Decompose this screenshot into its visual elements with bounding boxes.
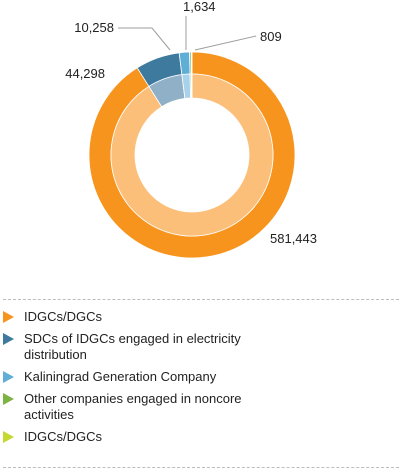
legend-triangle-icon (3, 371, 14, 383)
legend-item: SDCs of IDGCs engaged in electricity dis… (3, 331, 399, 363)
leader-line-4 (194, 35, 257, 51)
legend-item: IDGCs/DGCs (3, 309, 399, 325)
leader-line-2 (118, 27, 171, 51)
legend-top-divider (3, 299, 399, 300)
data-label-4: 809 (260, 29, 282, 44)
data-label-3: 1,634 (183, 0, 216, 14)
legend-triangle-icon (3, 431, 14, 443)
legend-label: IDGCs/DGCs (24, 429, 102, 444)
chart-legend: IDGCs/DGCs SDCs of IDGCs engaged in elect… (3, 309, 399, 451)
legend-item: Kaliningrad Generation Company (3, 369, 399, 385)
legend-item: IDGCs/DGCs (3, 429, 399, 445)
legend-label: Kaliningrad Generation Company (24, 369, 217, 384)
slice-inner-0 (110, 73, 274, 237)
legend-label: Other companies engaged in noncore activ… (24, 391, 242, 422)
legend-triangle-icon (3, 393, 14, 405)
slice-inner-4 (190, 73, 193, 99)
donut-chart: 581,443 44,298 10,258 1,634 809 (65, 0, 317, 259)
legend-triangle-icon (3, 311, 14, 323)
legend-item: Other companies engaged in noncore activ… (3, 391, 399, 423)
data-label-1: 44,298 (65, 66, 105, 81)
legend-bottom-divider (3, 467, 399, 468)
legend-triangle-icon (3, 333, 14, 345)
slice-outer-4 (190, 51, 193, 75)
legend-label: IDGCs/DGCs (24, 309, 102, 324)
data-label-2: 10,258 (74, 20, 114, 35)
data-label-0: 581,443 (270, 231, 317, 246)
legend-label: SDCs of IDGCs engaged in electricity dis… (24, 331, 241, 362)
